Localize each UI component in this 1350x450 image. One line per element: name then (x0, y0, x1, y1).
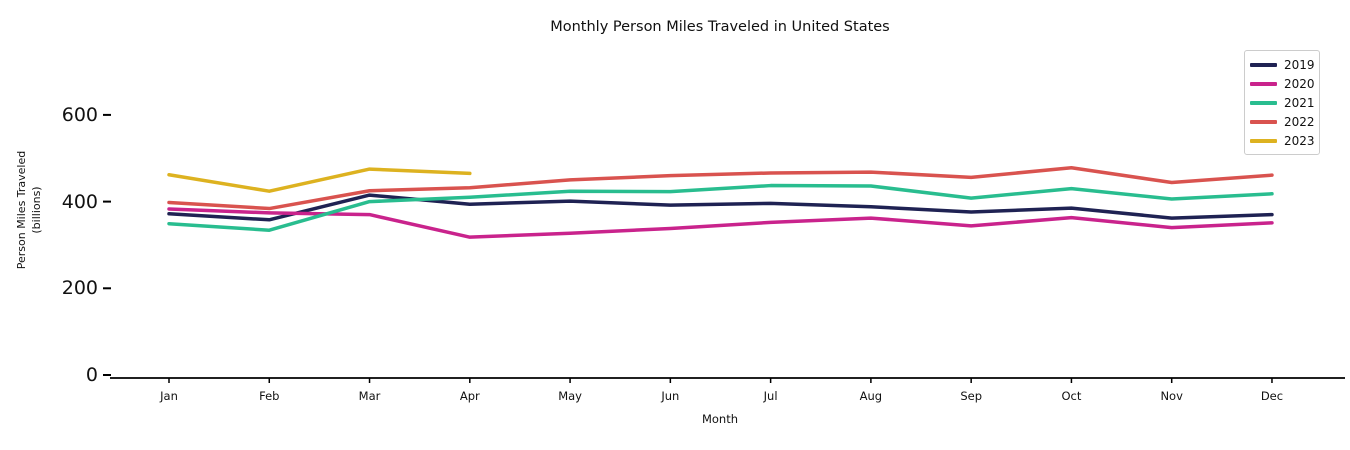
x-axis-label: Month (701, 412, 739, 426)
legend-item-2019: 2019 (1245, 55, 1319, 74)
legend-label: 2021 (1284, 95, 1315, 110)
legend-item-2020: 2020 (1245, 74, 1319, 93)
series-line-2020 (167, 207, 1274, 239)
legend-item-2023: 2023 (1245, 131, 1319, 150)
x-tick-label-may: May (558, 389, 582, 403)
legend-line-swatch (1250, 62, 1277, 67)
x-tick-label-aug: Aug (859, 389, 883, 403)
legend-label: 2020 (1284, 76, 1315, 91)
x-tick-label-dec: Dec (1260, 389, 1284, 403)
x-tick-label-jul: Jul (763, 389, 778, 403)
series-line-2021 (167, 183, 1274, 232)
y-tick-label-400: 400 (61, 190, 98, 213)
x-tick-label-nov: Nov (1160, 389, 1183, 403)
legend-line-swatch (1250, 100, 1277, 105)
x-tick-label-mar: Mar (358, 389, 381, 403)
series-line-2023 (167, 167, 472, 193)
legend-line-swatch (1250, 138, 1277, 143)
legend: 2019 2020 2021 2022 2023 (1244, 50, 1320, 155)
y-tick-label-200: 200 (61, 277, 98, 300)
legend-line-swatch (1250, 81, 1277, 86)
x-tick-label-apr: Apr (459, 389, 480, 403)
x-tick-label-jan: Jan (160, 389, 178, 403)
series-line-2022 (167, 166, 1274, 211)
legend-label: 2022 (1284, 114, 1315, 129)
y-tick-label-600: 600 (61, 103, 98, 126)
series-line-2019 (167, 193, 1274, 222)
legend-line-swatch (1250, 119, 1277, 124)
legend-label: 2019 (1284, 57, 1315, 72)
y-tick-label-0: 0 (85, 364, 98, 386)
x-tick-label-sep: Sep (960, 389, 982, 403)
x-tick-label-oct: Oct (1061, 389, 1082, 403)
chart-title: Monthly Person Miles Traveled in United … (550, 19, 890, 35)
x-tick-label-feb: Feb (259, 389, 280, 403)
legend-item-2021: 2021 (1245, 93, 1319, 112)
x-tick-label-jun: Jun (661, 389, 680, 403)
legend-item-2022: 2022 (1245, 112, 1319, 131)
legend-label: 2023 (1284, 133, 1315, 148)
